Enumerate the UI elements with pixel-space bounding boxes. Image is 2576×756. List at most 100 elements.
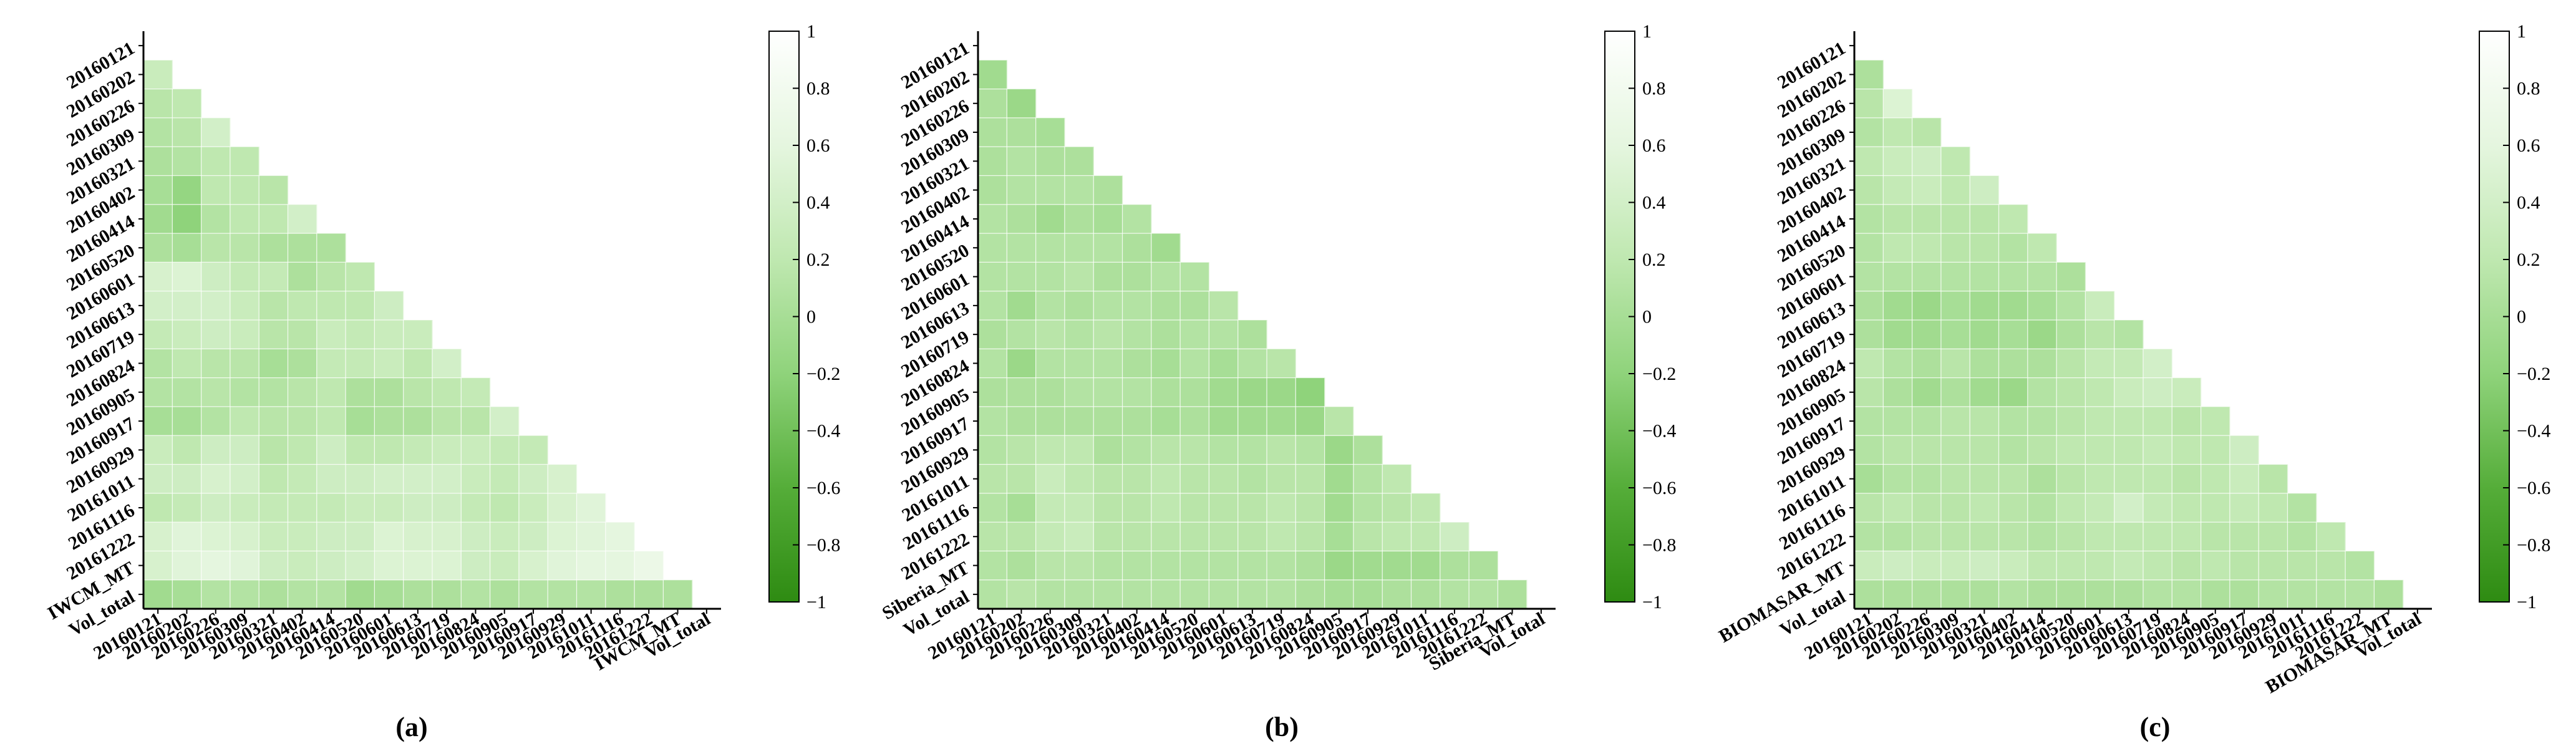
heatmap-cell — [576, 493, 606, 523]
heatmap-cell — [1998, 233, 2028, 263]
colorbar-tick-label: 1 — [1642, 21, 1652, 42]
heatmap-cell — [2172, 579, 2202, 609]
heatmap-cell — [346, 377, 375, 407]
heatmap-cell — [1151, 406, 1181, 436]
heatmap-cell — [461, 464, 491, 494]
heatmap-cell — [1122, 464, 1152, 494]
heatmap-cell — [346, 493, 375, 523]
heatmap-cell — [201, 493, 231, 523]
heatmap-cell — [2172, 493, 2202, 523]
heatmap-cell — [1093, 233, 1123, 263]
heatmap-cell — [230, 377, 259, 407]
heatmap-cell — [1064, 579, 1094, 609]
heatmap-cell — [403, 349, 433, 379]
heatmap-cell — [1180, 291, 1209, 321]
colorbar-tick-label: 0.6 — [1642, 135, 1666, 156]
heatmap-cell — [1912, 175, 1942, 205]
heatmap-cell — [259, 493, 289, 523]
heatmap-cell — [1883, 320, 1913, 349]
heatmap-cell — [1883, 522, 1913, 551]
heatmap-cell — [1883, 204, 1913, 234]
heatmap-cell — [1912, 262, 1942, 292]
colorbar-tick-label: −0.2 — [1642, 364, 1676, 384]
heatmap-cell — [288, 377, 317, 407]
heatmap-cell — [1035, 262, 1065, 292]
heatmap-cell — [1180, 551, 1209, 581]
colorbar-tick-label: 0 — [2517, 307, 2526, 327]
heatmap-cell — [288, 579, 317, 609]
heatmap-cell — [201, 233, 231, 263]
heatmap-cell — [2027, 493, 2057, 523]
heatmap-cell — [2201, 551, 2230, 581]
heatmap-cell — [1151, 377, 1181, 407]
heatmap-cell — [374, 522, 404, 551]
heatmap-cell — [2114, 551, 2144, 581]
colorbar-tick-label: −0.6 — [1642, 478, 1676, 498]
heatmap-cell — [1122, 579, 1152, 609]
heatmap-cell — [1209, 320, 1239, 349]
heatmap-cell — [259, 522, 289, 551]
heatmap-cell — [978, 435, 1007, 465]
heatmap-cell — [490, 579, 520, 609]
heatmap-cell — [1007, 551, 1037, 581]
heatmap-cell — [259, 435, 289, 465]
heatmap-cell — [1035, 117, 1065, 147]
heatmap-cell — [316, 291, 346, 321]
colorbar-tick-label: −0.8 — [2517, 535, 2550, 556]
heatmap-cell — [2027, 262, 2057, 292]
heatmap-cell — [1209, 291, 1239, 321]
heatmap-cell — [548, 551, 578, 581]
heatmap-cell — [2259, 493, 2288, 523]
heatmap-cell — [2259, 464, 2288, 494]
heatmap-cell — [1912, 522, 1942, 551]
heatmap-cell — [1854, 204, 1884, 234]
heatmap-cell — [1267, 349, 1296, 379]
colorbar-tick-label: −0.6 — [2517, 478, 2550, 498]
heatmap-cell — [1854, 406, 1884, 436]
heatmap-cell — [288, 464, 317, 494]
heatmap-cell — [1151, 551, 1181, 581]
colorbar-tick-label: −0.2 — [2517, 364, 2550, 384]
heatmap-cell — [2085, 435, 2115, 465]
heatmap-cell — [978, 406, 1007, 436]
heatmap-cell — [316, 233, 346, 263]
heatmap-cell — [374, 349, 404, 379]
heatmap-cell — [1064, 377, 1094, 407]
heatmap-cell — [1854, 175, 1884, 205]
heatmap-cell — [432, 349, 462, 379]
heatmap-cell — [490, 435, 520, 465]
heatmap-cell — [201, 117, 231, 147]
heatmap-cell — [1883, 262, 1913, 292]
heatmap-cell — [403, 551, 433, 581]
heatmap-cell — [1209, 406, 1239, 436]
heatmap-cell — [1854, 522, 1884, 551]
heatmap-cell — [1854, 320, 1884, 349]
heatmap-cell — [2229, 464, 2259, 494]
heatmap-cell — [2143, 522, 2172, 551]
colorbar-tick-label: −0.2 — [806, 364, 840, 384]
heatmap-cell — [461, 522, 491, 551]
heatmap-cell — [201, 147, 231, 177]
heatmap-cell — [1998, 522, 2028, 551]
heatmap-cell — [2027, 377, 2057, 407]
heatmap-cell — [1007, 377, 1037, 407]
heatmap-cell — [1209, 349, 1239, 379]
heatmap-cell — [201, 320, 231, 349]
heatmap-cell — [1122, 262, 1152, 292]
heatmap-cell — [1854, 493, 1884, 523]
heatmap-cell — [2027, 233, 2057, 263]
heatmap-cell — [346, 291, 375, 321]
heatmap-cell — [2143, 435, 2172, 465]
heatmap-cell — [2201, 493, 2230, 523]
heatmap-cell — [2027, 291, 2057, 321]
heatmap-cell — [2056, 493, 2086, 523]
heatmap-cell — [172, 147, 202, 177]
heatmap-cell — [1940, 551, 1970, 581]
heatmap-panel-3: 2016012120160202201602262016030920160321… — [1715, 21, 2550, 742]
heatmap-cell — [490, 493, 520, 523]
heatmap-cell — [432, 579, 462, 609]
heatmap-cell — [1970, 464, 2000, 494]
heatmap-cell — [374, 291, 404, 321]
heatmap-cell — [2056, 579, 2086, 609]
heatmap-cell — [1035, 406, 1065, 436]
